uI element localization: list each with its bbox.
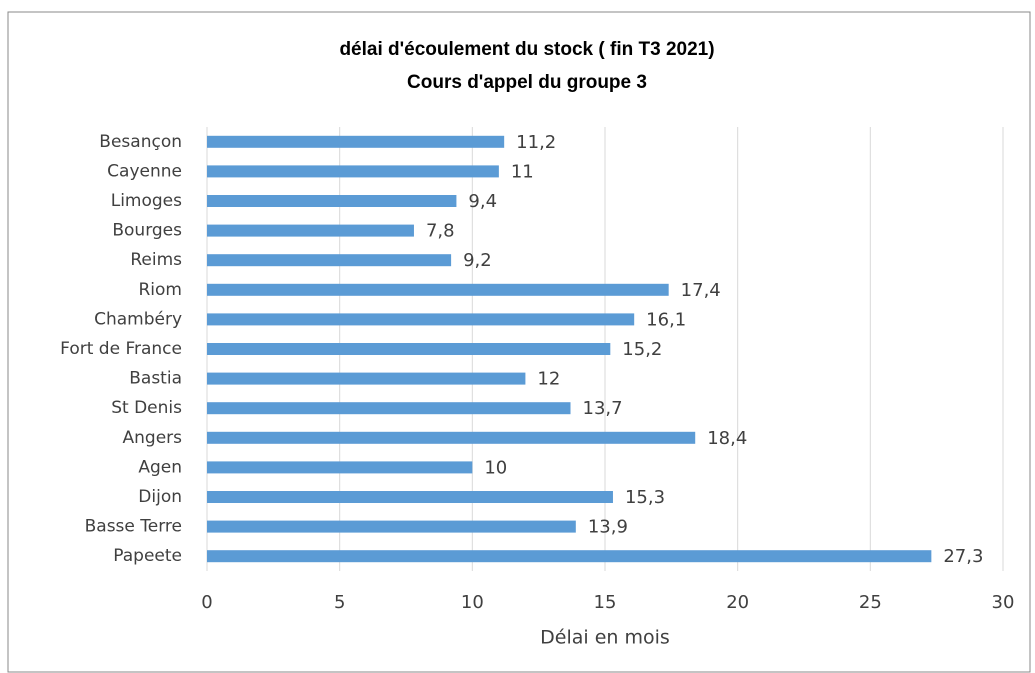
y-tick-label: Reims	[130, 250, 182, 270]
bar	[207, 343, 611, 355]
x-tick-label: 15	[594, 592, 617, 613]
data-label: 27,3	[943, 546, 983, 567]
y-tick-label: St Denis	[111, 398, 182, 418]
y-tick-label: Basse Terre	[85, 517, 182, 537]
data-label: 11	[511, 161, 534, 182]
data-label: 16,1	[646, 309, 686, 330]
x-tick-label: 0	[201, 592, 212, 613]
bar	[207, 402, 571, 415]
y-tick-label: Bastia	[129, 369, 182, 389]
bar	[207, 313, 635, 326]
y-tick-label: Cayenne	[107, 161, 182, 181]
data-label: 15,2	[622, 339, 662, 360]
x-tick-label: 30	[992, 592, 1015, 613]
y-tick-label: Agen	[138, 457, 182, 477]
data-label: 9,2	[463, 250, 492, 271]
bar	[207, 461, 473, 474]
bar	[207, 520, 576, 533]
bar	[207, 135, 505, 148]
x-tick-label: 25	[859, 592, 882, 613]
bar	[207, 431, 696, 444]
data-label: 10	[484, 457, 507, 478]
y-tick-label: Bourges	[112, 221, 182, 241]
y-tick-label: Besançon	[99, 132, 182, 152]
bar	[207, 195, 457, 207]
x-tick-label: 20	[726, 592, 749, 613]
data-label: 11,2	[516, 132, 556, 153]
data-label: 17,4	[681, 280, 721, 301]
data-label: 12	[537, 369, 560, 390]
x-tick-label: 10	[461, 592, 484, 613]
y-tick-label: Angers	[123, 428, 183, 448]
bar	[207, 254, 452, 267]
data-label: 15,3	[625, 487, 665, 508]
data-label: 9,4	[468, 191, 497, 212]
y-tick-label: Fort de France	[60, 339, 182, 359]
y-tick-label: Dijon	[138, 487, 182, 507]
bar	[207, 550, 932, 563]
chart-title: délai d'écoulement du stock ( fin T3 202…	[339, 39, 714, 60]
x-axis-label: Délai en mois	[540, 627, 670, 649]
y-tick-label: Papeete	[113, 546, 182, 566]
bar	[207, 224, 414, 237]
chart-subtitle: Cours d'appel du groupe 3	[407, 72, 647, 93]
y-tick-label: Limoges	[111, 191, 182, 211]
y-tick-label: Chambéry	[94, 309, 182, 329]
data-label: 13,7	[583, 398, 623, 419]
x-tick-label: 5	[334, 592, 345, 613]
data-label: 7,8	[426, 221, 455, 242]
bar	[207, 491, 613, 503]
bar	[207, 372, 526, 385]
data-label: 18,4	[707, 428, 747, 449]
bar	[207, 165, 499, 178]
y-tick-label: Riom	[139, 280, 183, 300]
bar	[207, 283, 669, 296]
data-label: 13,9	[588, 517, 628, 538]
